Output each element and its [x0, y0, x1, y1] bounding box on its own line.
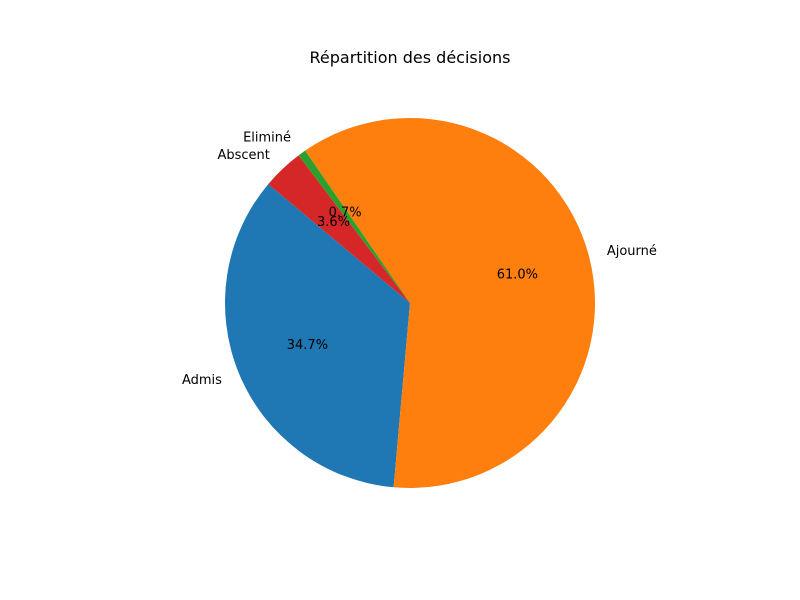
chart-title: Répartition des décisions [310, 48, 511, 67]
slice-label-elimine: Eliminé [243, 130, 291, 145]
percent-label-ajourne: 61.0% [497, 267, 538, 282]
slice-label-admis: Admis [182, 373, 222, 388]
percent-label-abscent: 3.6% [317, 215, 350, 230]
slice-label-abscent: Abscent [217, 148, 269, 163]
slice-label-ajourne: Ajourné [607, 244, 657, 259]
percent-label-admis: 34.7% [287, 338, 328, 353]
pie-slices [225, 118, 595, 488]
